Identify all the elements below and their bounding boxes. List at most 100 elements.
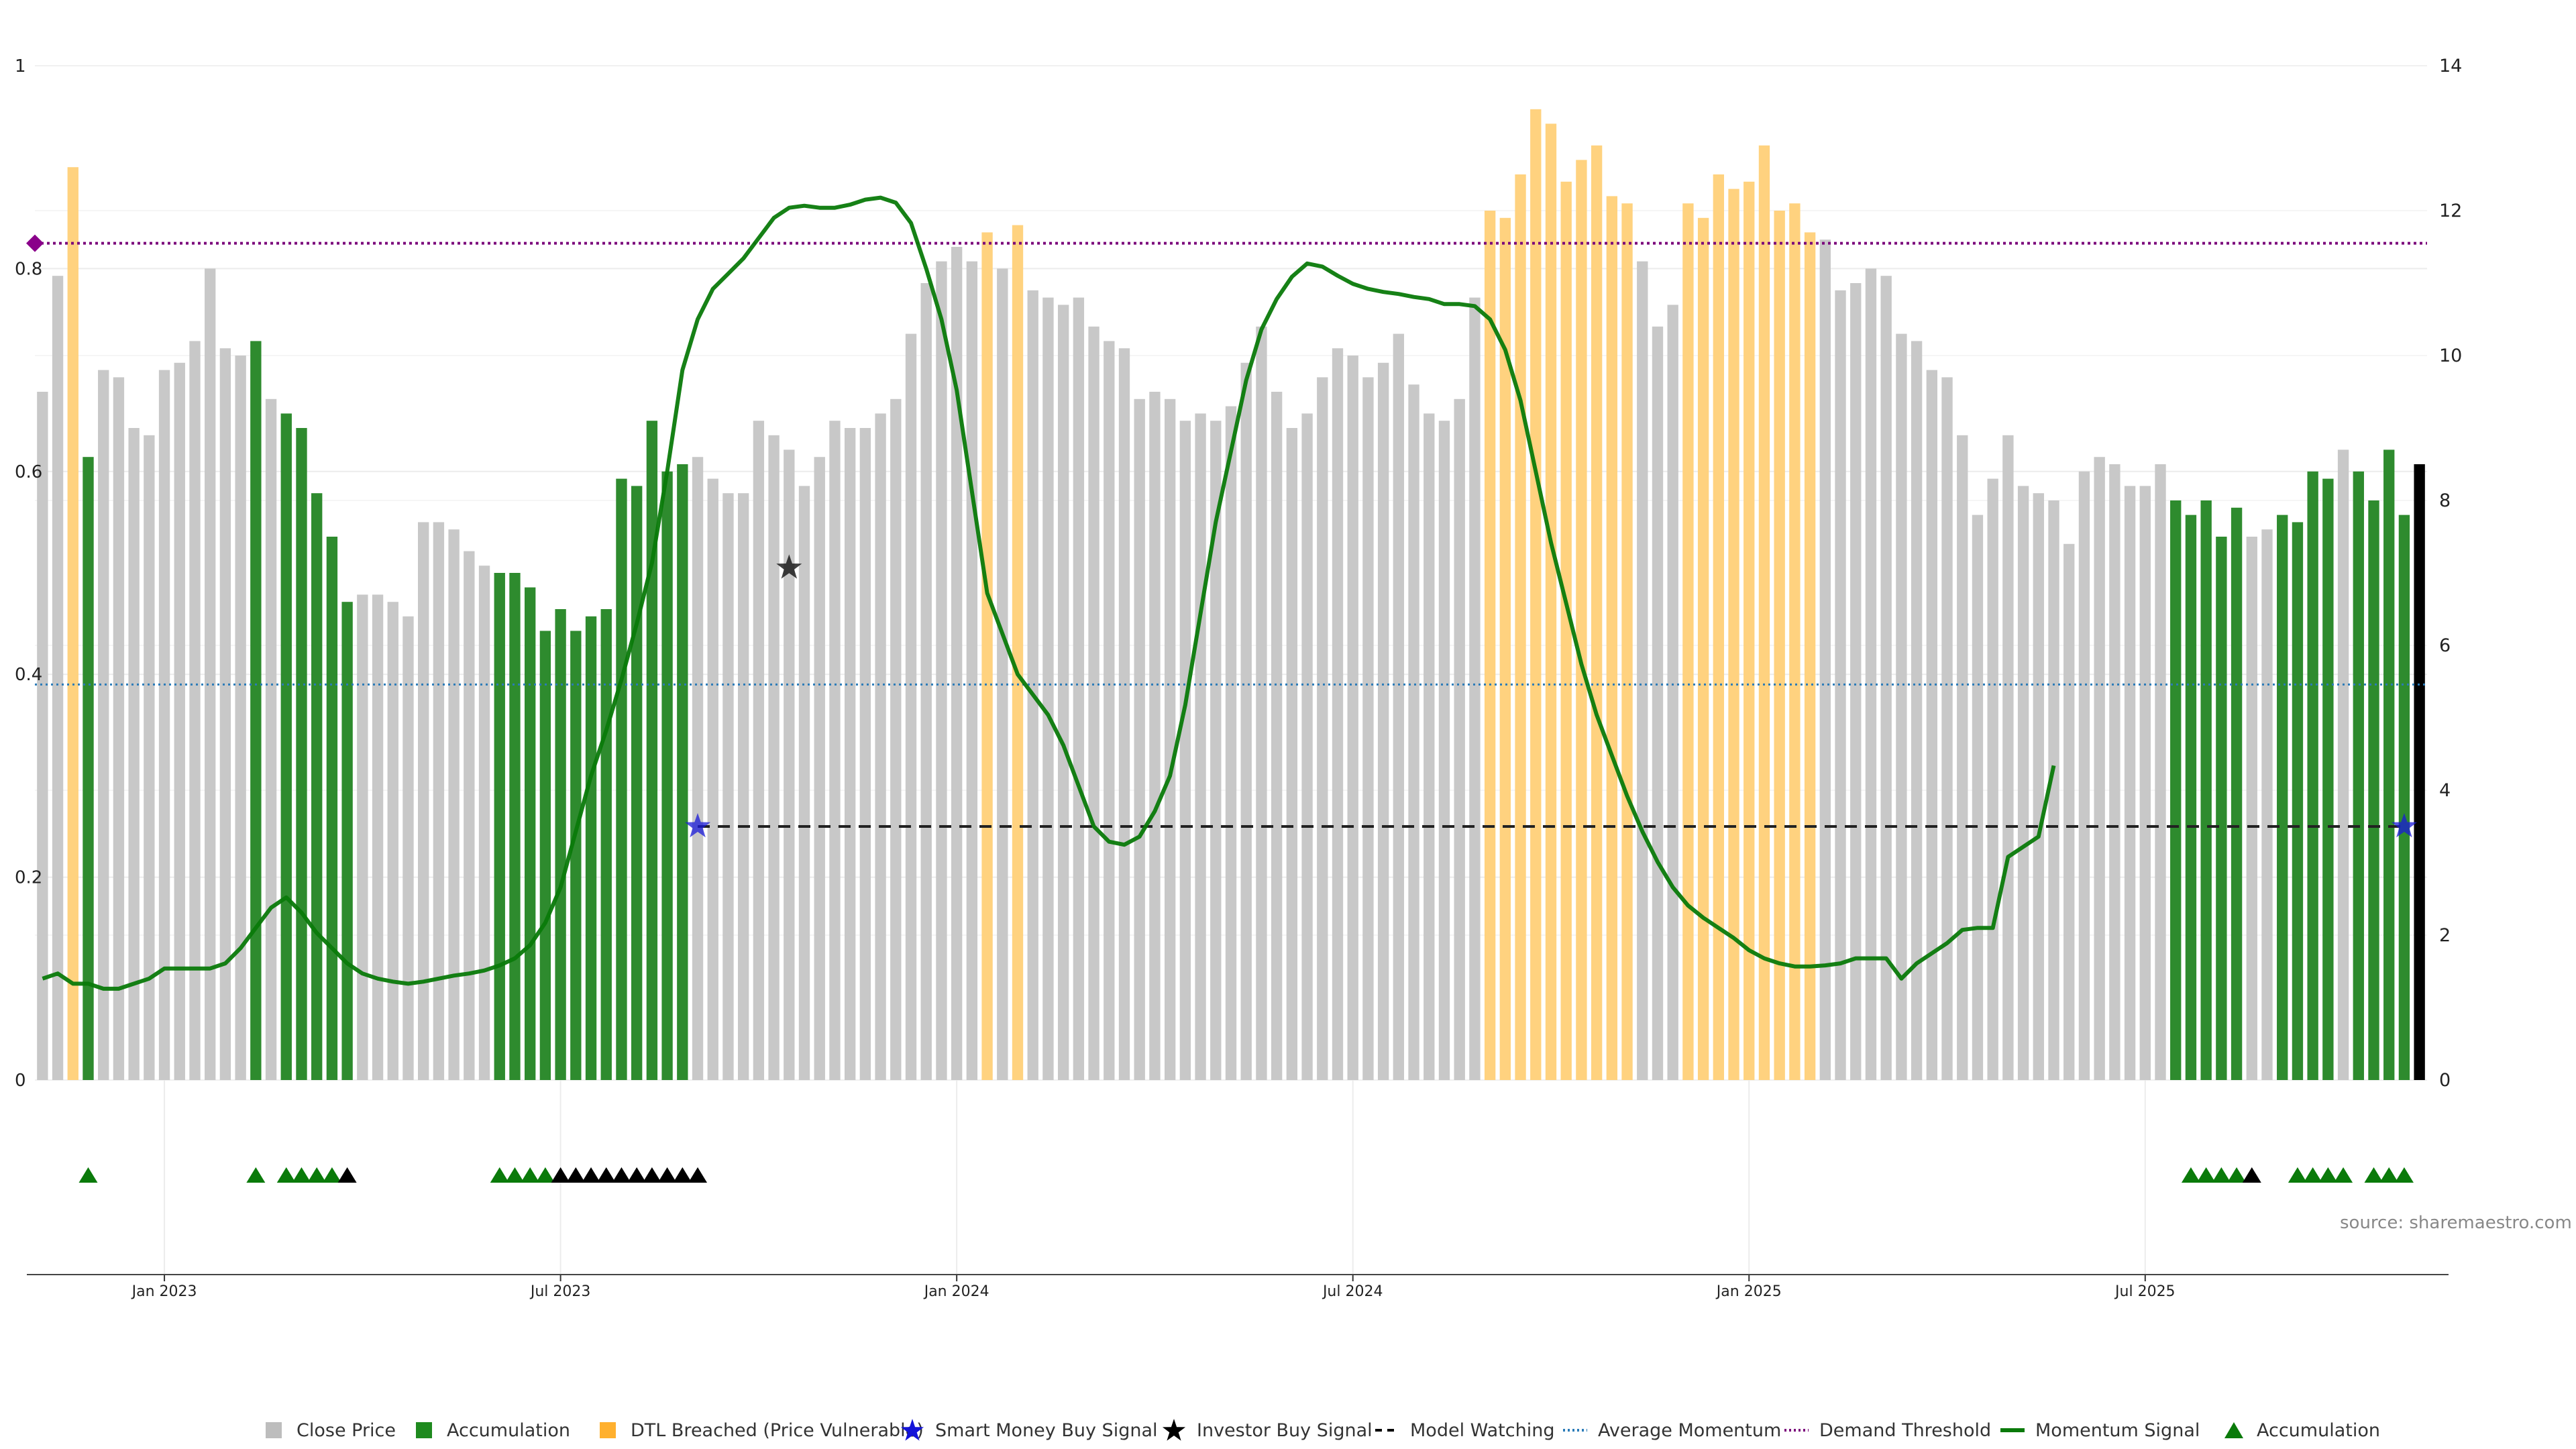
- close-price-bar: [219, 348, 231, 1081]
- left-tick-label: 0.6: [15, 462, 42, 482]
- close-price-bar: [1424, 413, 1435, 1080]
- close-price-bar: [205, 268, 216, 1080]
- close-price-bar: [1377, 362, 1389, 1080]
- close-price-bar: [2094, 457, 2105, 1080]
- close-price-bar: [265, 398, 277, 1080]
- dtl-breached-bar: [1515, 174, 1526, 1080]
- close-price-bar: [829, 421, 841, 1080]
- close-price-bar: [2109, 464, 2121, 1080]
- close-price-bar: [1179, 421, 1191, 1080]
- close-price-bar: [936, 261, 947, 1081]
- close-price-bar: [1835, 290, 1846, 1080]
- close-price-bar: [1896, 333, 1907, 1081]
- close-price-bar: [402, 616, 414, 1080]
- x-tick-label: Jan 2023: [131, 1283, 197, 1300]
- accumulation-triangle: [535, 1167, 555, 1183]
- right-tick-label: 6: [2439, 635, 2451, 656]
- right-tick-label: 10: [2439, 345, 2462, 366]
- close-price-bar: [357, 594, 368, 1080]
- accumulation-bar: [311, 493, 323, 1080]
- accumulation-triangle: [2242, 1167, 2261, 1183]
- close-price-bar: [844, 428, 856, 1080]
- close-price-bar: [1408, 384, 1419, 1081]
- dtl-breached-bar: [1682, 203, 1694, 1081]
- accumulation-bar: [525, 587, 536, 1080]
- close-price-bar: [1819, 239, 1831, 1081]
- source-caption: source: sharemaestro.com: [2340, 1213, 2572, 1233]
- accumulation-triangle: [642, 1167, 661, 1183]
- accumulation-bar: [2322, 478, 2334, 1080]
- close-price-bar: [1286, 428, 1298, 1080]
- accumulation-bar: [585, 616, 597, 1080]
- x-tick-label: Jul 2023: [529, 1283, 591, 1300]
- grid-lines: [35, 65, 2427, 1275]
- dtl-breached-bar: [1499, 217, 1511, 1080]
- accumulation-triangle: [2196, 1167, 2216, 1183]
- dtl-breached-bar: [1606, 196, 1618, 1080]
- close-price-bar: [1332, 348, 1344, 1081]
- accumulation-triangle: [582, 1167, 601, 1183]
- legend-symbol: [2224, 1422, 2243, 1438]
- dtl-breached-bar: [1728, 189, 1739, 1081]
- close-price-bar: [722, 493, 734, 1080]
- close-price-bar: [1256, 326, 1267, 1080]
- accumulation-triangle: [596, 1167, 616, 1183]
- close-price-bar: [798, 486, 810, 1080]
- close-price-bar: [2078, 471, 2090, 1080]
- close-price-bar: [1271, 392, 1283, 1080]
- legend-symbol: [1563, 1429, 1587, 1432]
- dtl-breached-bar: [1758, 145, 1770, 1080]
- smart-money-buy-star: [685, 813, 711, 838]
- close-price-bar: [737, 493, 749, 1080]
- close-price-bar: [1667, 305, 1678, 1080]
- close-price-bar: [235, 356, 246, 1080]
- accumulation-triangle: [322, 1167, 341, 1183]
- accumulation-triangle: [566, 1167, 586, 1183]
- close-price-bar: [1393, 333, 1405, 1081]
- accumulation-triangle: [337, 1167, 357, 1183]
- close-price-bar: [814, 457, 825, 1080]
- close-price-bar: [52, 276, 64, 1081]
- legend-label: Momentum Signal: [2035, 1419, 2200, 1441]
- accumulation-bar: [2398, 515, 2410, 1080]
- accumulation-triangle: [521, 1167, 540, 1183]
- accumulation-bar: [296, 428, 307, 1080]
- legend-item: Average Momentum: [1562, 1417, 1781, 1444]
- close-price-bar: [1301, 413, 1313, 1080]
- close-price-bar: [692, 457, 704, 1080]
- dtl-breached-bar: [1591, 145, 1603, 1080]
- close-price-bar: [1164, 398, 1176, 1080]
- x-tick-label: Jul 2025: [2114, 1283, 2176, 1300]
- accumulation-bar: [509, 573, 521, 1080]
- dtl-breached-bar: [67, 167, 78, 1081]
- close-price-bar: [1317, 377, 1328, 1080]
- close-price-bar: [951, 247, 963, 1080]
- close-price-bar: [1149, 392, 1161, 1080]
- legend-label: Demand Threshold: [1819, 1419, 1992, 1441]
- legend-item: Smart Money Buy Signal: [899, 1417, 1158, 1444]
- legend: Close Price Accumulation DTL Breached (Pri…: [0, 1417, 2576, 1444]
- dtl-breached-bar: [1697, 217, 1709, 1080]
- close-price-bar: [174, 362, 185, 1080]
- close-price-bar: [1941, 377, 1953, 1080]
- close-price-bar: [1957, 435, 1968, 1080]
- accumulation-bar: [2231, 507, 2243, 1080]
- dtl-breached-bar: [1545, 123, 1557, 1080]
- close-price-bar: [2246, 537, 2257, 1080]
- close-price-bar: [1880, 276, 1892, 1081]
- x-tick-label: Jan 2025: [1715, 1283, 1782, 1300]
- left-tick-label: 0.4: [15, 665, 42, 685]
- accumulation-bar: [2292, 522, 2304, 1080]
- dtl-breached-bar: [1774, 211, 1785, 1080]
- left-tick-label: 1: [15, 56, 26, 76]
- close-price-bar: [158, 370, 170, 1080]
- close-price-bar: [387, 602, 398, 1080]
- accumulation-triangle: [657, 1167, 677, 1183]
- investor-buy-star: [776, 554, 802, 579]
- accumulation-triangle: [2318, 1167, 2338, 1183]
- close-price-bar: [2124, 486, 2136, 1080]
- accumulation-bar: [616, 478, 627, 1080]
- legend-label: Close Price: [297, 1419, 396, 1441]
- dtl-breached-bar: [1560, 181, 1572, 1080]
